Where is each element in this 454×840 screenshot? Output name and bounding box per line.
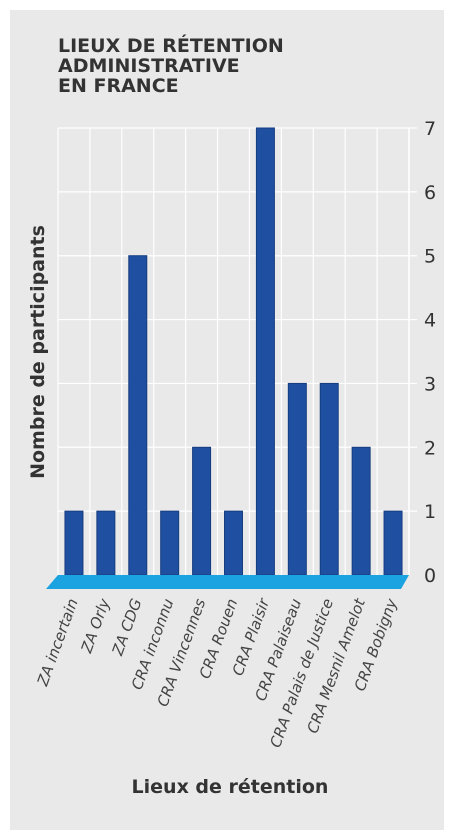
y-tick-label: 2 [424,437,436,459]
x-tick-label: ZA Orly [77,595,114,656]
y-tick-label: 0 [424,565,436,587]
bar-cra-bobigny [383,510,403,576]
y-tick-label: 6 [424,182,436,204]
title-line-1: LIEUX DE RÉTENTION [58,34,284,57]
chart-base [46,575,409,589]
chart-panel [10,10,444,830]
y-tick-label: 5 [424,246,436,268]
bar-za-orly [96,510,116,576]
bars [64,127,403,576]
title-line-2: ADMINISTRATIVE [58,55,240,77]
y-tick-label: 3 [424,373,436,395]
y-tick-label: 1 [424,501,436,523]
y-tick-labels: 0 1 2 3 4 5 6 7 [424,118,436,587]
y-tick-label: 7 [424,118,436,140]
bar-cra-vincennes [192,446,212,576]
bar-cra-palaiseau [287,382,307,576]
bar-cra-plaisir [255,127,275,576]
bar-cra-palais-de-justice [319,382,339,576]
x-tick-label: ZA CDG [108,596,145,658]
bar-cra-mesnil-amelot [351,446,371,576]
bar-cra-rouen [224,510,243,576]
grid-lines [57,127,417,575]
bar-cra-inconnu [160,510,180,576]
bar-za-incertain [64,510,84,576]
x-axis-title: Lieux de rétention [132,776,329,798]
chart-floor [46,575,409,589]
bar-za-cdg [128,255,148,576]
y-tick-label: 4 [424,310,436,332]
y-axis-title: Nombre de participants [27,225,49,479]
title-line-3: EN FRANCE [58,75,179,97]
x-tick-label: ZA incertain [33,596,82,689]
chart-title: LIEUX DE RÉTENTION ADMINISTRATIVE EN FRA… [58,34,284,97]
